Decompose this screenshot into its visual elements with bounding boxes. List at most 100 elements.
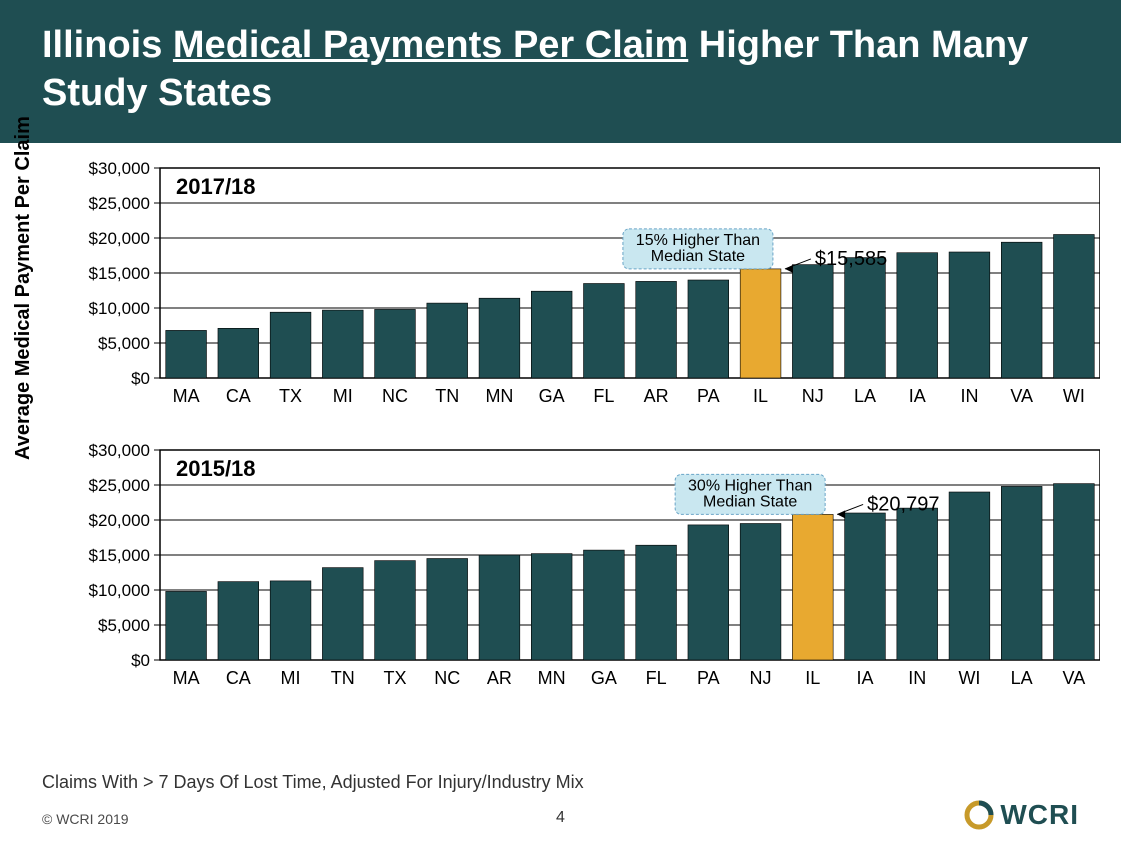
svg-text:$10,000: $10,000 (89, 299, 150, 318)
category-label: VA (1010, 386, 1033, 406)
category-label: VA (1063, 668, 1086, 688)
bar (1001, 242, 1042, 378)
category-label: IA (909, 386, 926, 406)
footnote: Claims With > 7 Days Of Lost Time, Adjus… (42, 772, 584, 793)
svg-text:$15,000: $15,000 (89, 264, 150, 283)
category-label: TN (435, 386, 459, 406)
slide-header: Illinois Medical Payments Per Claim High… (0, 0, 1121, 143)
bar (375, 561, 416, 660)
category-label: AR (487, 668, 512, 688)
period-label: 2015/18 (176, 456, 256, 481)
bar (845, 258, 886, 378)
bar (479, 555, 520, 660)
category-label: TX (383, 668, 406, 688)
bar (166, 330, 207, 378)
highlight-value-label: $20,797 (867, 493, 939, 515)
logo-ring-icon (964, 800, 994, 830)
bar (166, 591, 207, 660)
bar-chart-svg: $0$5,000$10,000$15,000$20,000$25,000$30,… (72, 442, 1100, 696)
period-label: 2017/18 (176, 174, 256, 199)
bar (218, 328, 259, 378)
category-label: IN (960, 386, 978, 406)
bar (636, 281, 677, 378)
category-label: GA (591, 668, 617, 688)
category-label: IL (805, 668, 820, 688)
title-pre: Illinois (42, 24, 173, 66)
svg-text:$20,000: $20,000 (89, 229, 150, 248)
svg-text:$0: $0 (131, 369, 150, 388)
chart-2017-18: $0$5,000$10,000$15,000$20,000$25,000$30,… (72, 160, 1102, 414)
svg-text:$15,000: $15,000 (89, 546, 150, 565)
bar (792, 514, 833, 660)
category-label: LA (1011, 668, 1033, 688)
logo-text: WCRI (1000, 799, 1079, 831)
svg-text:$0: $0 (131, 651, 150, 670)
title-underlined: Medical Payments Per Claim (173, 24, 688, 66)
category-label: WI (1063, 386, 1085, 406)
callout-line1: 15% Higher Than (636, 232, 760, 249)
bar (322, 568, 363, 660)
category-label: MN (485, 386, 513, 406)
callout-line1: 30% Higher Than (688, 477, 812, 494)
chart-2015-18: $0$5,000$10,000$15,000$20,000$25,000$30,… (72, 442, 1102, 696)
bar (584, 284, 625, 379)
callout-line2: Median State (703, 493, 797, 510)
bar (322, 310, 363, 378)
category-label: IN (908, 668, 926, 688)
category-label: CA (226, 668, 251, 688)
bar (427, 559, 468, 661)
category-label: IL (753, 386, 768, 406)
bar (949, 252, 990, 378)
category-label: PA (697, 668, 720, 688)
bar-chart-svg: $0$5,000$10,000$15,000$20,000$25,000$30,… (72, 160, 1100, 414)
category-label: MA (173, 668, 200, 688)
svg-text:$30,000: $30,000 (89, 160, 150, 178)
charts-container: $0 $5,000 $10,000 $15,000 $20,000 $25,000 $30,… (72, 160, 1102, 724)
category-label: CA (226, 386, 251, 406)
svg-text:$20,000: $20,000 (89, 511, 150, 530)
bar (688, 280, 729, 378)
bar (584, 550, 625, 660)
bar (479, 298, 520, 378)
bar (897, 508, 938, 660)
bar (531, 291, 572, 378)
bar (792, 265, 833, 378)
copyright: © WCRI 2019 (42, 811, 129, 827)
category-label: PA (697, 386, 720, 406)
svg-text:$25,000: $25,000 (89, 476, 150, 495)
bar (270, 581, 311, 660)
category-label: MN (538, 668, 566, 688)
bar (531, 554, 572, 660)
bar (845, 513, 886, 660)
bar (1054, 484, 1095, 660)
page-number: 4 (556, 809, 565, 827)
category-label: FL (593, 386, 614, 406)
svg-text:$30,000: $30,000 (89, 442, 150, 460)
bar (270, 312, 311, 378)
category-label: WI (958, 668, 980, 688)
bar (375, 309, 416, 378)
bar (636, 545, 677, 660)
bar (897, 253, 938, 378)
bar (1054, 235, 1095, 379)
bar (1001, 486, 1042, 660)
bar (688, 525, 729, 660)
category-label: MI (333, 386, 353, 406)
bar (740, 524, 781, 661)
category-label: NJ (750, 668, 772, 688)
y-axis-title: Average Medical Payment Per Claim (12, 116, 35, 460)
category-label: TX (279, 386, 302, 406)
category-label: MA (173, 386, 200, 406)
slide-title: Illinois Medical Payments Per Claim High… (42, 22, 1079, 117)
bar (427, 303, 468, 378)
category-label: GA (539, 386, 565, 406)
category-label: NC (382, 386, 408, 406)
category-label: LA (854, 386, 876, 406)
category-label: FL (646, 668, 667, 688)
category-label: AR (644, 386, 669, 406)
category-label: MI (281, 668, 301, 688)
callout-line2: Median State (651, 248, 745, 265)
category-label: NC (434, 668, 460, 688)
svg-text:$5,000: $5,000 (98, 616, 150, 635)
bar (949, 492, 990, 660)
